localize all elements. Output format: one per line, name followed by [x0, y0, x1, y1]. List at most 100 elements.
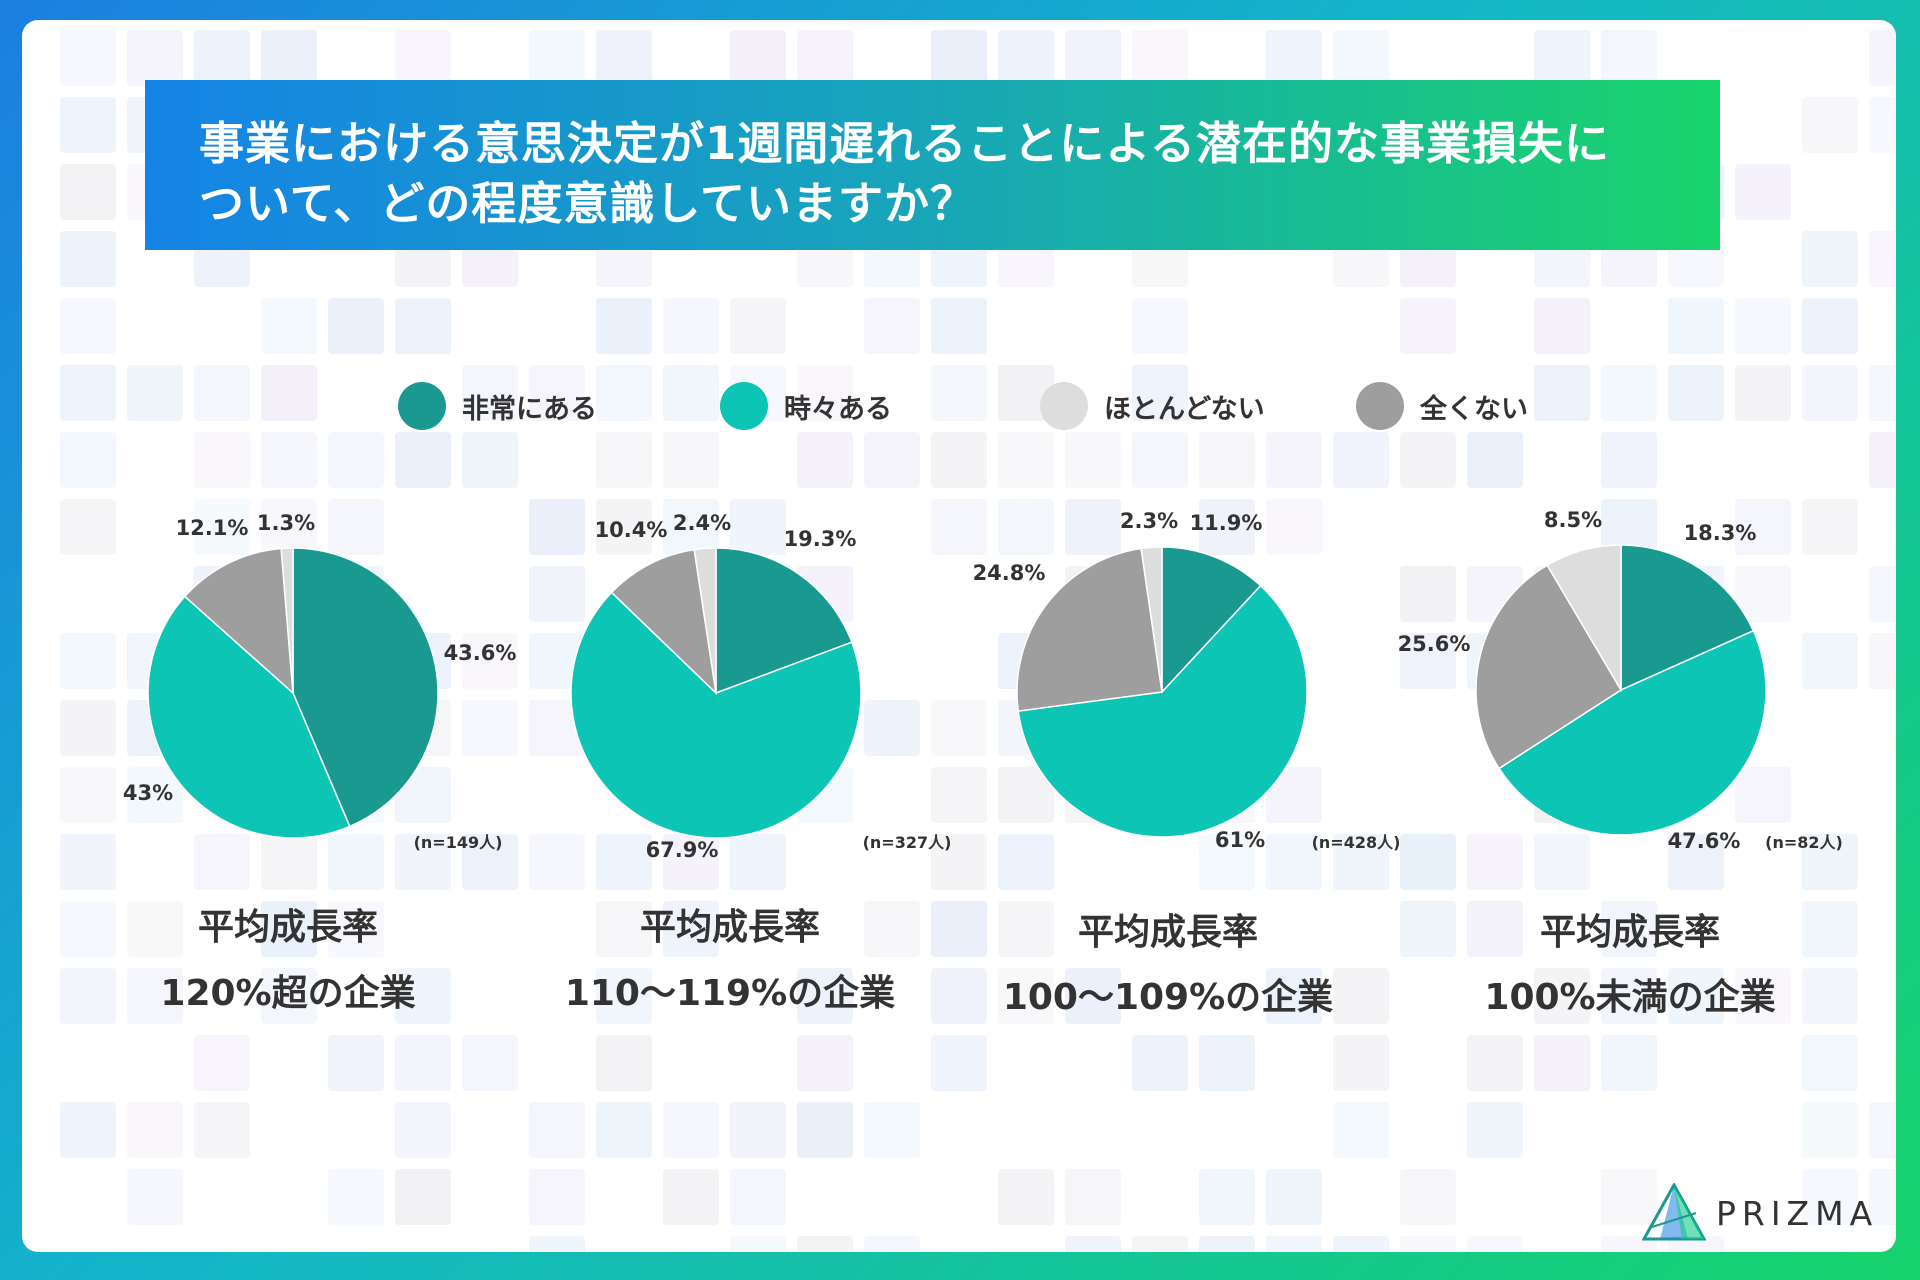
background-tile [1132, 30, 1188, 86]
legend-label-rarely: ほとんどない [1104, 393, 1265, 425]
background-tile [1065, 1236, 1121, 1252]
background-tile [864, 1102, 920, 1158]
background-tile [1735, 164, 1791, 220]
background-tile [1400, 566, 1456, 622]
background-tile [1668, 298, 1724, 354]
background-tile [931, 30, 987, 86]
chart-1-slice-never [183, 547, 294, 695]
background-tile [1400, 1236, 1456, 1252]
background-tile [462, 834, 518, 890]
background-tile [1467, 834, 1523, 890]
legend-dot-rarely [1040, 382, 1088, 430]
background-tile [797, 968, 853, 1024]
background-tile [1132, 298, 1188, 354]
chart-2-caption-title: 平均成長率 [639, 907, 820, 948]
background-tile [864, 298, 920, 354]
background-tile [1869, 231, 1896, 287]
background-tile [998, 901, 1054, 957]
chart-1-label-never: 12.1% [176, 516, 249, 540]
chart-1-caption-subtitle: 120%超の企業 [160, 973, 416, 1014]
legend-item-never: 全くない [1356, 380, 1528, 432]
chart-1-label-sometimes: 43% [123, 781, 173, 805]
background-tile [998, 968, 1054, 1024]
background-tile [1802, 499, 1858, 555]
background-tile [596, 834, 652, 890]
background-tile [1467, 901, 1523, 957]
background-tile [864, 432, 920, 488]
background-tile [931, 901, 987, 957]
background-tile [328, 432, 384, 488]
background-tile [194, 1035, 250, 1091]
background-tile [1869, 1102, 1896, 1158]
background-tile [127, 901, 183, 957]
background-tile [1802, 834, 1858, 890]
background-tile [60, 298, 116, 354]
background-tile [1199, 1236, 1255, 1252]
chart-2-caption-subtitle: 110〜119%の企業 [564, 973, 896, 1014]
background-tile [596, 432, 652, 488]
background-tile [1802, 901, 1858, 957]
background-tile [1802, 1102, 1858, 1158]
chart-2-label-very: 19.3% [784, 527, 857, 551]
background-tile [1802, 633, 1858, 689]
chart-3-sample-size: (n=428人) [1312, 833, 1401, 852]
background-tile [931, 767, 987, 823]
background-tile [328, 499, 384, 555]
background-tile [328, 298, 384, 354]
background-tile [663, 365, 719, 421]
background-tile [194, 30, 250, 86]
chart-2-slice-sometimes [570, 591, 862, 839]
background-tile [1869, 633, 1896, 689]
background-tile [931, 365, 987, 421]
background-tile [730, 30, 786, 86]
background-tile [328, 1169, 384, 1225]
background-tile [1467, 1236, 1523, 1252]
background-tile [1735, 767, 1791, 823]
background-tile [127, 365, 183, 421]
background-tile [1735, 566, 1791, 622]
background-tile [529, 834, 585, 890]
background-tile [1400, 298, 1456, 354]
background-tile [395, 30, 451, 86]
background-tile [1333, 968, 1389, 1024]
background-tile [730, 1236, 786, 1252]
background-tile [1065, 968, 1121, 1024]
background-tile [1869, 1169, 1896, 1225]
background-tile [127, 1102, 183, 1158]
background-tile [1601, 968, 1657, 1024]
background-tile [998, 30, 1054, 86]
background-tile [1266, 432, 1322, 488]
background-tile [1869, 432, 1896, 488]
background-tile [261, 432, 317, 488]
background-tile [663, 298, 719, 354]
background-tile [864, 901, 920, 957]
background-tile [1735, 968, 1791, 1024]
background-tile [596, 365, 652, 421]
chart-4-slice-never [1475, 564, 1623, 770]
background-tile [931, 834, 987, 890]
chart-3-label-very: 11.9% [1190, 511, 1263, 535]
chart-1-label-very: 43.6% [444, 641, 517, 665]
background-tile [1802, 97, 1858, 153]
background-tile [730, 1102, 786, 1158]
background-tile [462, 432, 518, 488]
prizma-logo-icon [1642, 1183, 1706, 1241]
chart-2-label-sometimes: 67.9% [646, 838, 719, 862]
background-tile [931, 432, 987, 488]
background-tile [529, 30, 585, 86]
legend-item-sometimes: 時々ある [720, 380, 892, 432]
background-tile [1333, 30, 1389, 86]
background-tile [1534, 30, 1590, 86]
background-tile [395, 298, 451, 354]
background-tile [194, 834, 250, 890]
background-tile [663, 834, 719, 890]
background-tile [1735, 298, 1791, 354]
background-tile [596, 30, 652, 86]
background-tile [1333, 1236, 1389, 1252]
background-tile [1869, 30, 1896, 86]
background-tile [1601, 499, 1657, 555]
background-tile [998, 1169, 1054, 1225]
background-tile [1467, 432, 1523, 488]
background-tile [1802, 365, 1858, 421]
